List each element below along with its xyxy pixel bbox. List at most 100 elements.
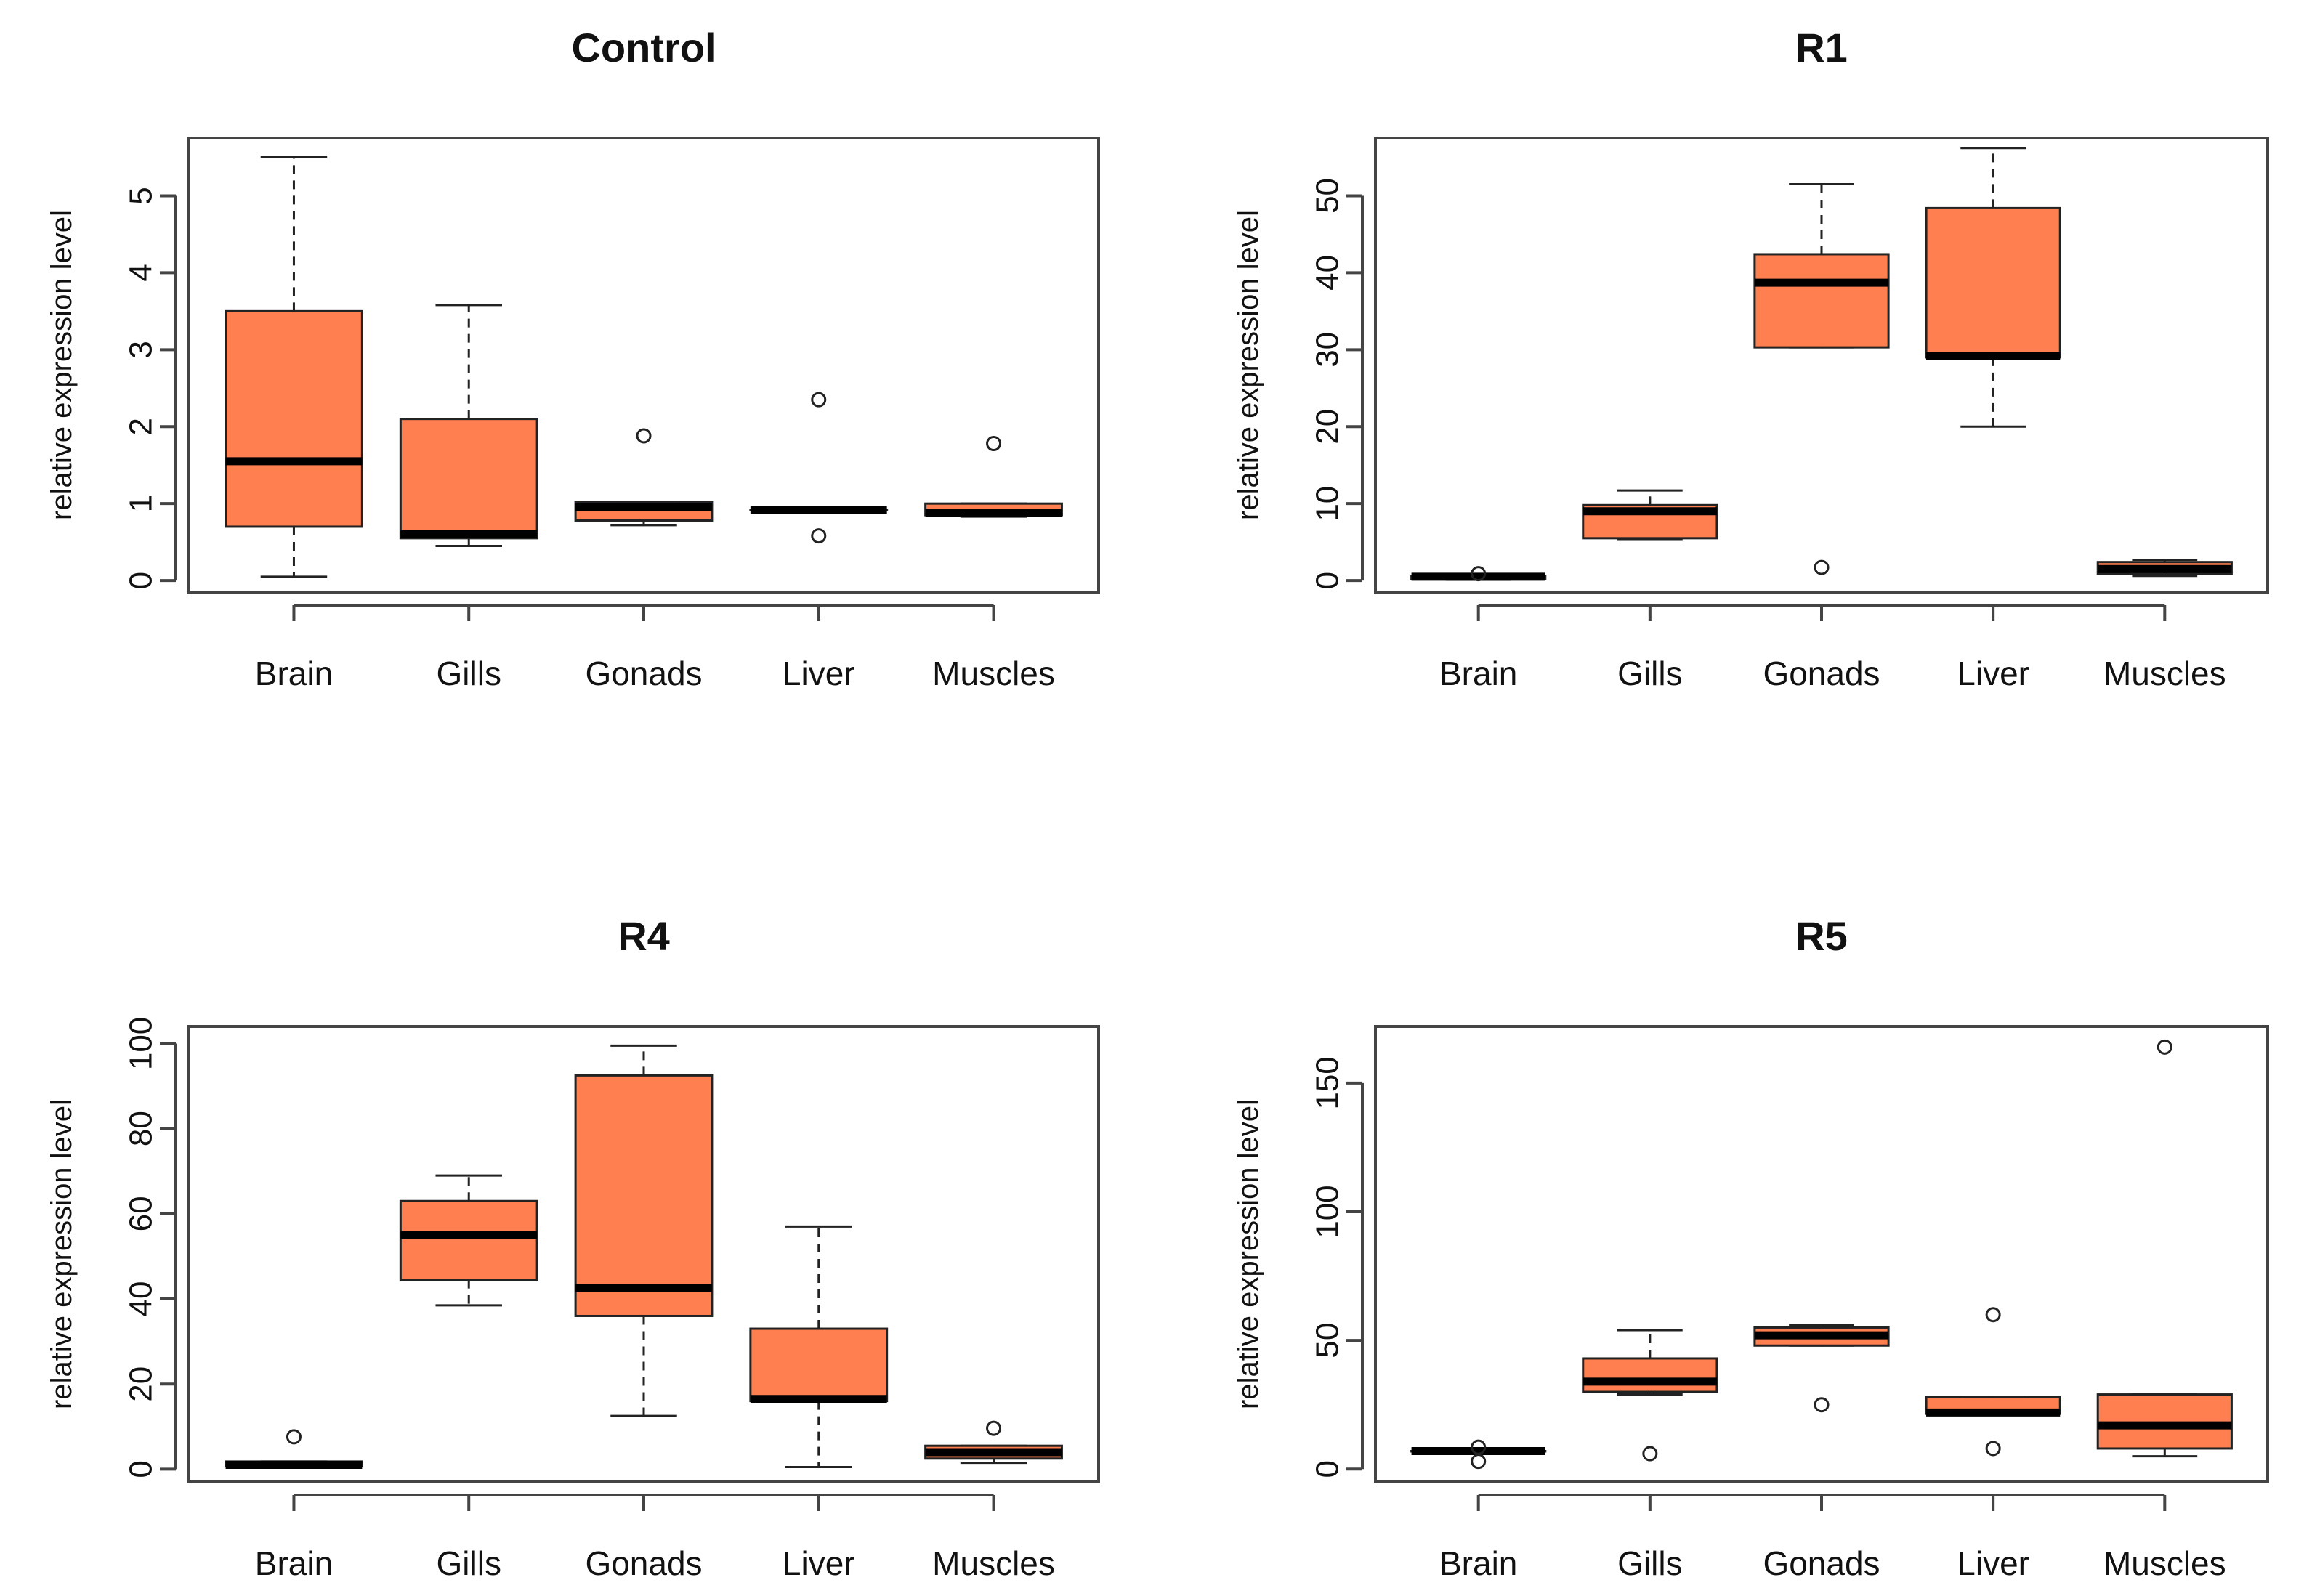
outlier-point — [1814, 1397, 1830, 1413]
y-tick-label: 100 — [1310, 1185, 1346, 1238]
plot-frame — [1374, 137, 2269, 594]
y-tick-label: 40 — [1310, 255, 1346, 291]
box-brain — [225, 1429, 363, 1470]
y-tick-label: 100 — [124, 1017, 159, 1070]
box-gonads — [1753, 1324, 1890, 1413]
outlier-point — [986, 1420, 1002, 1436]
x-tick-label: Muscles — [2103, 655, 2226, 692]
y-tick-label: 0 — [1310, 572, 1346, 589]
outlier-point — [811, 528, 827, 544]
box-gonads — [574, 428, 714, 527]
box-muscles — [924, 1420, 1063, 1465]
y-tick-label: 0 — [1310, 1460, 1346, 1478]
plot-frame — [1374, 1025, 2269, 1483]
plot-frame — [187, 137, 1100, 594]
outlier-point — [2157, 1039, 2172, 1055]
box-gills — [399, 1174, 538, 1307]
x-tick-label: Brain — [1439, 655, 1517, 692]
panel-title: R1 — [1795, 25, 1848, 70]
boxplot-panel-r1: R1 0 10 20 30 40 50 relative expression level Br… — [1232, 25, 2269, 692]
y-tick-label: 5 — [124, 187, 159, 204]
panel-title: R4 — [618, 913, 670, 959]
box-liver — [749, 1225, 889, 1468]
y-axis-label: relative expression level — [1232, 210, 1264, 520]
panel-title: R5 — [1795, 913, 1848, 959]
outlier-point — [1985, 1441, 2001, 1457]
boxplot-panel-r5: R5 0 50 100 150 relative expression level Brai… — [1232, 913, 2269, 1582]
iqr-box — [574, 1074, 714, 1317]
y-tick-label: 0 — [124, 572, 159, 589]
y-tick-label: 50 — [1310, 1323, 1346, 1358]
outlier-point — [1471, 1454, 1487, 1470]
y-tick-label: 4 — [124, 264, 159, 281]
x-tick-label: Muscles — [2103, 1544, 2226, 1582]
boxplot-panel-r4: R4 0 20 40 60 80 100 relative expression level B… — [46, 913, 1100, 1582]
box-gonads — [574, 1044, 714, 1417]
iqr-box — [1925, 206, 2061, 359]
box-brain — [1410, 566, 1547, 582]
iqr-box — [749, 1327, 889, 1403]
y-tick-label: 20 — [1310, 409, 1346, 445]
y-tick-label: 30 — [1310, 332, 1346, 368]
outlier-point — [286, 1429, 302, 1445]
x-tick-label: Liver — [1957, 655, 2029, 692]
y-axis-label: relative expression level — [46, 1099, 78, 1409]
x-tick-label: Gonads — [1763, 655, 1880, 692]
box-gills — [1582, 489, 1718, 541]
y-tick-label: 10 — [1310, 486, 1346, 522]
x-tick-label: Liver — [783, 1544, 855, 1582]
box-gills — [399, 304, 538, 547]
iqr-box — [225, 309, 363, 528]
y-tick-label: 3 — [124, 341, 159, 358]
box-gonads — [1753, 183, 1890, 575]
x-tick-label: Gills — [437, 655, 501, 692]
x-tick-label: Muscles — [932, 1544, 1055, 1582]
box-liver — [749, 392, 889, 544]
x-tick-label: Brain — [1439, 1544, 1517, 1582]
outlier-point — [811, 392, 827, 408]
box-brain — [1410, 1439, 1547, 1470]
box-liver — [1925, 147, 2061, 428]
y-tick-label: 80 — [124, 1111, 159, 1146]
x-tick-label: Gonads — [1763, 1544, 1880, 1582]
y-tick-label: 1 — [124, 495, 159, 512]
y-tick-label: 0 — [124, 1460, 159, 1478]
iqr-box — [399, 418, 538, 540]
box-muscles — [2096, 1039, 2233, 1458]
boxplot-panel-control: Control 0 1 2 3 4 5 relative expression level Br… — [46, 25, 1100, 692]
iqr-box — [399, 1199, 538, 1281]
box-muscles — [924, 436, 1063, 518]
x-tick-label: Muscles — [932, 655, 1055, 692]
box-brain — [225, 155, 363, 578]
y-tick-label: 50 — [1310, 178, 1346, 214]
box-muscles — [2096, 559, 2233, 578]
iqr-box — [1753, 253, 1890, 349]
x-tick-label: Brain — [255, 655, 333, 692]
x-tick-label: Liver — [783, 655, 855, 692]
outlier-point — [1642, 1446, 1658, 1462]
x-tick-label: Brain — [255, 1544, 333, 1582]
x-tick-label: Gonads — [585, 655, 702, 692]
box-liver — [1925, 1307, 2061, 1457]
x-tick-label: Gills — [437, 1544, 501, 1582]
outlier-point — [1471, 566, 1487, 582]
outlier-point — [1985, 1307, 2001, 1323]
y-tick-label: 150 — [1310, 1056, 1346, 1109]
outlier-point — [636, 428, 652, 444]
iqr-box — [1582, 1357, 1718, 1393]
outlier-point — [1814, 559, 1830, 575]
x-tick-label: Liver — [1957, 1544, 2029, 1582]
y-tick-label: 20 — [124, 1366, 159, 1402]
y-axis-label: relative expression level — [1232, 1099, 1264, 1409]
x-tick-label: Gills — [1617, 1544, 1682, 1582]
y-tick-label: 60 — [124, 1196, 159, 1231]
x-tick-label: Gonads — [585, 1544, 702, 1582]
y-axis-label: relative expression level — [46, 210, 78, 520]
x-tick-label: Gills — [1617, 655, 1682, 692]
plot-frame — [187, 1025, 1100, 1483]
box-gills — [1582, 1329, 1718, 1462]
outlier-point — [986, 436, 1002, 452]
y-tick-label: 2 — [124, 418, 159, 435]
y-tick-label: 40 — [124, 1281, 159, 1317]
